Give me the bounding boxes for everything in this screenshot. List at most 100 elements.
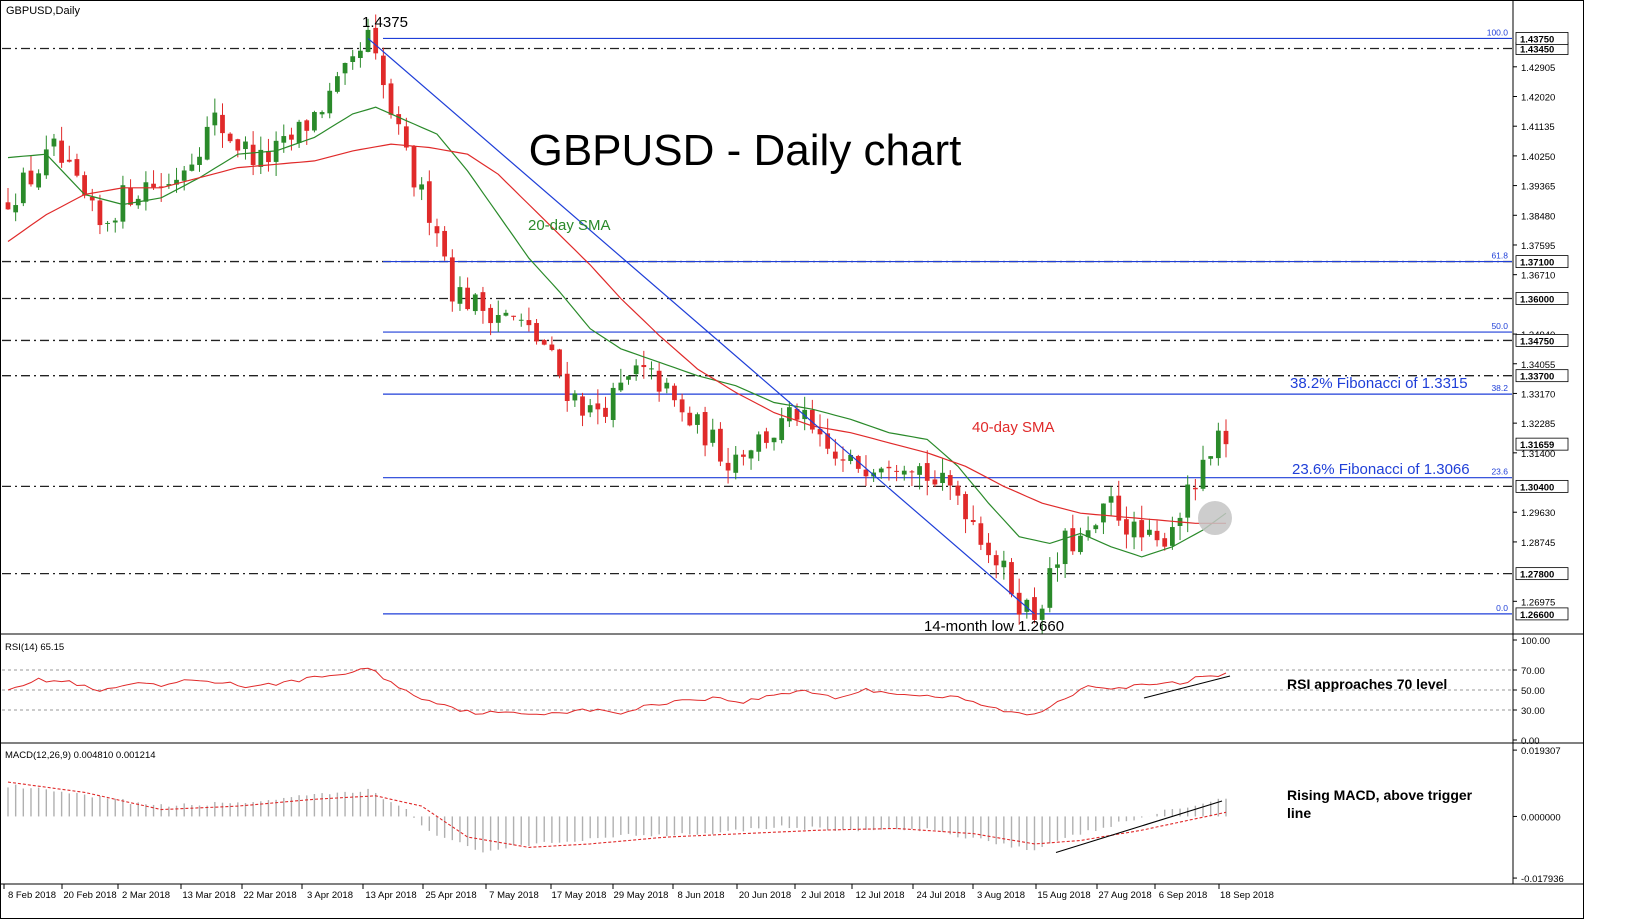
candle-down (59, 140, 64, 163)
candle-down (1192, 487, 1198, 490)
candle-down (687, 412, 693, 426)
candle-down (89, 196, 95, 201)
candle-up (181, 170, 187, 181)
candle-up (112, 220, 118, 223)
sma40-annotation: 40-day SMA (972, 419, 1055, 436)
date-tick-label: 22 Mar 2018 (243, 890, 296, 901)
sma20-line (7, 106, 1227, 558)
candle-down (411, 145, 417, 188)
high-annotation: 1.4375 (362, 14, 408, 31)
candle-down (5, 202, 11, 210)
fib236-annotation: 23.6% Fibonacci of 1.3066 (1292, 461, 1470, 478)
macd-tick-label: 0.000000 (1521, 812, 1561, 823)
candle-up (1101, 503, 1106, 523)
price-tick-label: 1.26975 (1521, 597, 1555, 608)
candle-down (227, 133, 233, 142)
candle-up (695, 414, 700, 425)
fibonacci-level-label: 100.0 (1487, 27, 1509, 37)
level-price-label: 1.43450 (1520, 45, 1554, 56)
candle-up (756, 434, 762, 452)
level-price-label: 1.26600 (1520, 610, 1554, 621)
fibonacci-level-label: 38.2 (1491, 383, 1508, 393)
candle-up (664, 382, 670, 389)
candle-down (250, 144, 256, 166)
candle-down (595, 403, 601, 410)
candle-down (886, 466, 892, 469)
candle-up (13, 205, 19, 213)
candle-up (281, 136, 287, 143)
candle-down (388, 83, 394, 115)
candle-down (28, 170, 34, 185)
date-tick-label: 17 May 2018 (552, 890, 607, 901)
candle-down (426, 181, 432, 223)
current-price-label: 1.31659 (1520, 440, 1554, 451)
candle-down (82, 175, 87, 196)
candle-up (36, 173, 42, 188)
downtrend-line (367, 38, 1035, 615)
candle-up (618, 382, 624, 391)
candle-down (978, 523, 984, 545)
candle-up (1024, 599, 1030, 612)
candle-up (1170, 527, 1175, 546)
rsi-pane: RSI(14) 65.15 100.00 70.00 50.00 30.00 0.00 RS… (2, 636, 1550, 747)
candle-down (986, 542, 991, 556)
candle-up (503, 312, 509, 316)
low-annotation: 14-month low 1.2660 (924, 618, 1064, 635)
candle-down (289, 134, 294, 140)
candle-down (1139, 520, 1145, 538)
level-price-label: 1.27800 (1520, 570, 1554, 581)
current-price-box (1515, 437, 1569, 451)
rsi-tick-label: 0.00 (1521, 736, 1540, 747)
level-price-box (1515, 255, 1569, 268)
level-price-box (1515, 607, 1569, 621)
date-tick-label: 13 Apr 2018 (365, 890, 416, 901)
candle-up (710, 429, 716, 443)
rsi-tick-label: 70.00 (1521, 666, 1545, 677)
level-price-label: 1.30400 (1520, 482, 1554, 493)
candle-up (342, 62, 348, 74)
level-price-box (1515, 292, 1569, 305)
price-tick-label: 1.32285 (1521, 419, 1555, 430)
date-tick-label: 7 May 2018 (489, 890, 539, 901)
candle-down (488, 307, 493, 324)
candle-down (1009, 562, 1014, 595)
candle-down (396, 114, 402, 125)
candle-up (204, 126, 210, 160)
candle-up (848, 455, 854, 461)
macd-annotation: Rising MACD, above trigger (1287, 787, 1473, 803)
date-tick-label: 18 Sep 2018 (1220, 890, 1274, 901)
level-price-box (1515, 369, 1569, 383)
level-price-box (1515, 334, 1569, 347)
date-tick-label: 2 Jul 2018 (801, 890, 845, 901)
candle-down (825, 433, 831, 449)
date-tick-label: 13 Mar 2018 (182, 890, 235, 901)
candle-down (955, 485, 961, 496)
candle-up (120, 185, 126, 222)
level-price-label: 1.33700 (1520, 372, 1554, 383)
candle-down (932, 479, 938, 485)
candle-up (733, 454, 739, 473)
candle-up (419, 184, 425, 190)
price-tick-label: 1.36710 (1521, 271, 1555, 282)
candle-down (534, 323, 539, 342)
candle-up (1001, 560, 1007, 568)
candle-up (771, 437, 777, 443)
date-tick-label: 12 Jul 2018 (855, 890, 904, 901)
candle-up (649, 368, 654, 370)
candle-up (43, 149, 49, 176)
date-tick-label: 3 Aug 2018 (977, 890, 1025, 901)
rsi-tick-label: 50.00 (1521, 686, 1545, 697)
candle-down (672, 385, 677, 401)
candle-up (457, 287, 463, 304)
price-tick-label: 1.38480 (1521, 211, 1555, 222)
candle-down (963, 494, 968, 520)
date-tick-label: 24 Jul 2018 (916, 890, 965, 901)
candle-up (940, 472, 945, 484)
candle-down (1162, 538, 1168, 547)
date-tick-label: 27 Aug 2018 (1098, 890, 1151, 901)
candle-down (128, 187, 133, 205)
candle-up (518, 319, 524, 321)
price-tick-label: 1.42905 (1521, 63, 1555, 74)
level-price-label: 1.37100 (1520, 258, 1554, 269)
